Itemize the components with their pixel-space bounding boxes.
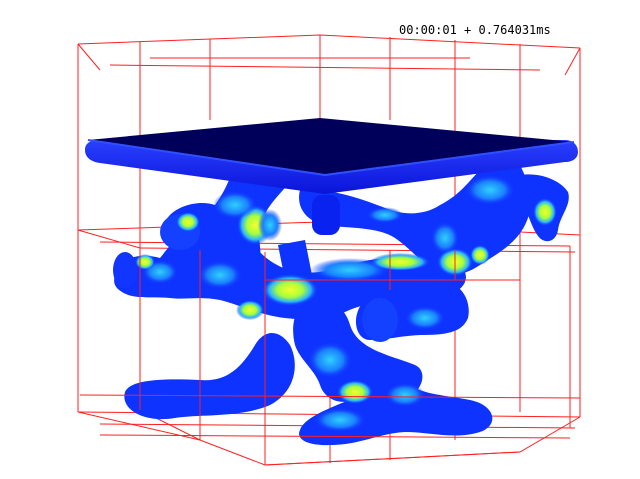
bone-knob-right (362, 298, 398, 342)
wireframe-front (77, 230, 581, 466)
plate-top (88, 118, 574, 175)
simulation-time-label: 00:00:01 + 0.764031ms (399, 23, 551, 37)
compression-plate[interactable] (85, 118, 578, 194)
bone-strut-bottom-left (124, 332, 295, 420)
bone-stub (312, 195, 340, 235)
bone-fragment (278, 240, 312, 280)
bone-structure[interactable] (113, 165, 569, 446)
stress-colormap (135, 175, 557, 432)
